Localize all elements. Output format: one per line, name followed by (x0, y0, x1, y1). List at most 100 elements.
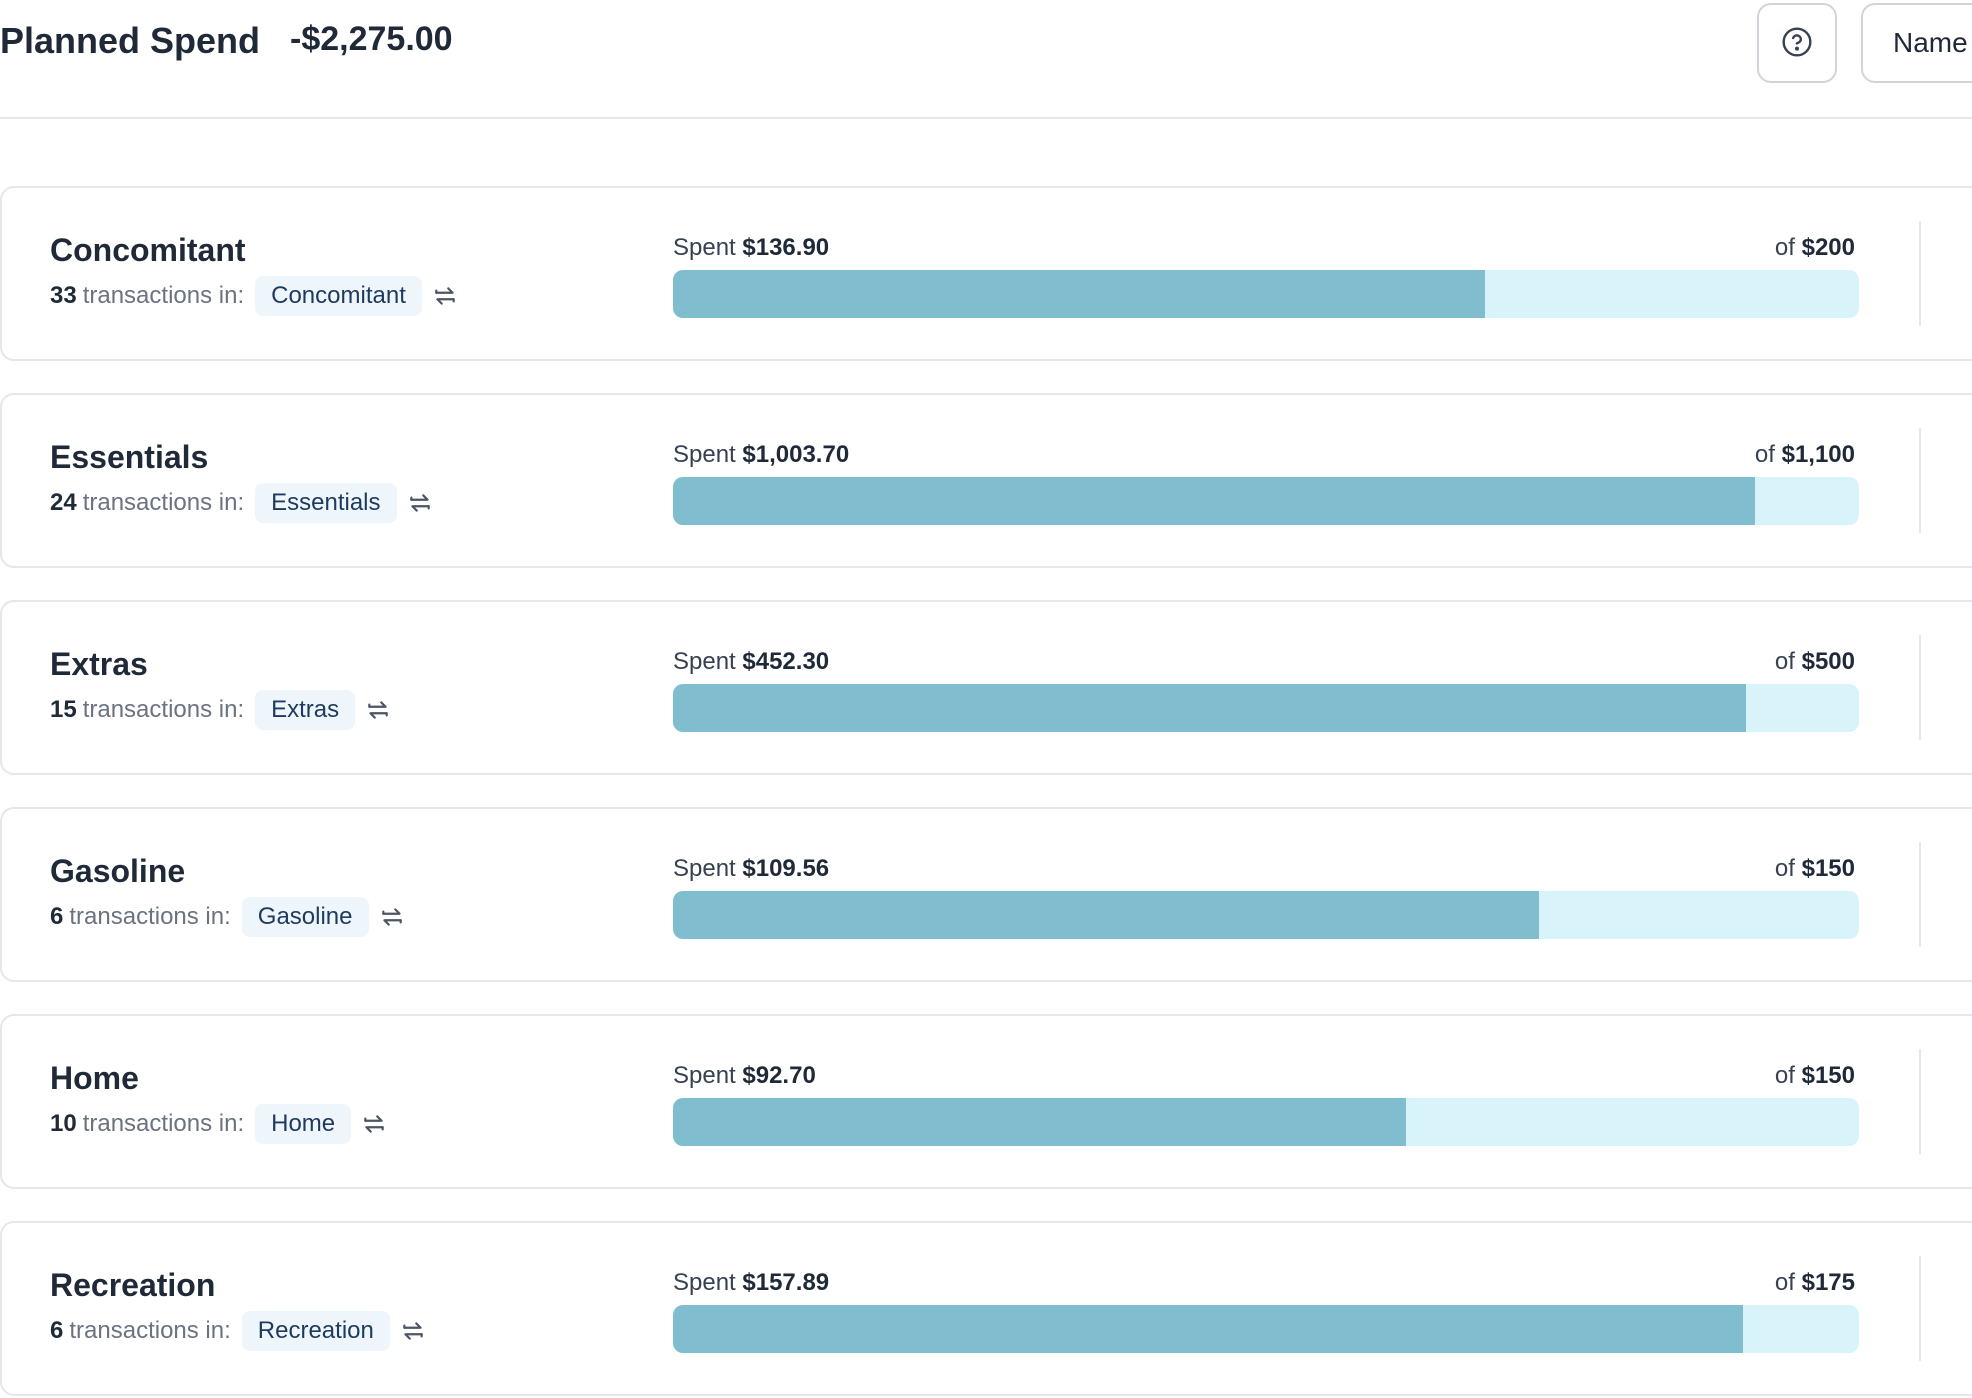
swap-icon[interactable] (407, 490, 433, 516)
card-divider (1919, 221, 1921, 326)
page-title: Planned Spend (0, 20, 261, 61)
transactions-label: transactions in: (82, 489, 245, 516)
spent-label: Spent $136.90 (673, 234, 829, 262)
category-transactions: 24 transactions in: Essentials (50, 483, 433, 523)
budget-prefix: of (1774, 234, 1795, 261)
card-divider (1919, 635, 1921, 740)
spent-value: $157.89 (742, 1269, 830, 1296)
spent-label: Spent $452.30 (673, 648, 829, 676)
spent-label: Spent $92.70 (673, 1062, 816, 1090)
category-card[interactable]: Extras 15 transactions in: Extras Spent … (0, 600, 1972, 775)
transaction-count: 6 (50, 903, 64, 930)
budget-prefix: of (1774, 1269, 1795, 1296)
progress-bar (673, 1305, 1859, 1353)
category-card[interactable]: Essentials 24 transactions in: Essential… (0, 393, 1972, 568)
card-divider (1919, 1256, 1921, 1361)
budget-label: of $150 (1775, 1062, 1855, 1090)
category-chip[interactable]: Essentials (255, 483, 397, 523)
spent-value: $136.90 (742, 234, 830, 261)
progress-bar-fill (673, 1305, 1743, 1353)
category-transactions: 10 transactions in: Home (50, 1104, 387, 1144)
progress-bar-fill (673, 891, 1540, 939)
category-chip[interactable]: Recreation (241, 1311, 390, 1351)
page-header: Planned Spend -$2,275.00 Name (0, 0, 1972, 119)
progress-bar (673, 684, 1859, 732)
spent-value: $452.30 (742, 648, 830, 675)
spent-prefix: Spent (673, 441, 736, 468)
help-button[interactable] (1757, 3, 1837, 83)
spent-prefix: Spent (673, 1062, 736, 1089)
budget-prefix: of (1774, 855, 1795, 882)
spent-prefix: Spent (673, 234, 736, 261)
spent-value: $92.70 (742, 1062, 816, 1089)
swap-icon[interactable] (365, 697, 391, 723)
budget-value: $150 (1801, 1062, 1855, 1089)
spent-prefix: Spent (673, 1269, 736, 1296)
spent-value: $1,003.70 (742, 441, 850, 468)
card-divider (1919, 428, 1921, 533)
category-card[interactable]: Recreation 6 transactions in: Recreation… (0, 1221, 1972, 1396)
card-divider (1919, 842, 1921, 947)
spent-prefix: Spent (673, 648, 736, 675)
budget-value: $1,100 (1781, 441, 1855, 468)
progress-bar (673, 1098, 1859, 1146)
question-circle-icon (1781, 26, 1813, 61)
swap-icon[interactable] (361, 1111, 387, 1137)
transaction-count: 15 (50, 696, 77, 723)
budget-prefix: of (1774, 1062, 1795, 1089)
swap-icon[interactable] (379, 904, 405, 930)
category-chip[interactable]: Home (255, 1104, 352, 1144)
transaction-count: 6 (50, 1317, 64, 1344)
card-divider (1919, 1049, 1921, 1154)
budget-label: of $175 (1775, 1269, 1855, 1297)
swap-icon[interactable] (400, 1318, 426, 1344)
transactions-label: transactions in: (82, 1110, 245, 1137)
category-name: Concomitant (50, 232, 246, 268)
category-transactions: 6 transactions in: Gasoline (50, 897, 405, 937)
planned-spend-total: -$2,275.00 (290, 20, 453, 58)
progress-bar-fill (673, 270, 1485, 318)
category-transactions: 33 transactions in: Concomitant (50, 276, 458, 316)
budget-label: of $500 (1775, 648, 1855, 676)
transaction-count: 33 (50, 282, 77, 309)
progress-bar (673, 477, 1859, 525)
category-name: Extras (50, 646, 148, 682)
category-card[interactable]: Gasoline 6 transactions in: Gasoline Spe… (0, 807, 1972, 982)
budget-value: $200 (1801, 234, 1855, 261)
category-name: Home (50, 1060, 139, 1096)
budget-value: $175 (1801, 1269, 1855, 1296)
spent-label: Spent $157.89 (673, 1269, 829, 1297)
budget-value: $500 (1801, 648, 1855, 675)
category-card[interactable]: Concomitant 33 transactions in: Concomit… (0, 186, 1972, 361)
transaction-count: 10 (50, 1110, 77, 1137)
budget-prefix: of (1774, 648, 1795, 675)
category-name: Essentials (50, 439, 209, 475)
spent-prefix: Spent (673, 855, 736, 882)
category-chip[interactable]: Gasoline (241, 897, 369, 937)
budget-label: of $1,100 (1755, 441, 1855, 469)
swap-icon[interactable] (432, 283, 458, 309)
sort-name-button[interactable]: Name (1861, 3, 1972, 83)
progress-bar (673, 891, 1859, 939)
progress-bar-fill (673, 684, 1746, 732)
category-card[interactable]: Home 10 transactions in: Home Spent $92.… (0, 1014, 1972, 1189)
transactions-label: transactions in: (69, 1317, 231, 1344)
transactions-label: transactions in: (82, 696, 245, 723)
spent-label: Spent $109.56 (673, 855, 829, 883)
category-chip[interactable]: Extras (255, 690, 356, 730)
spent-label: Spent $1,003.70 (673, 441, 849, 469)
transaction-count: 24 (50, 489, 77, 516)
category-chip[interactable]: Concomitant (255, 276, 422, 316)
category-name: Recreation (50, 1267, 216, 1303)
transactions-label: transactions in: (82, 282, 245, 309)
progress-bar-fill (673, 477, 1756, 525)
budget-label: of $150 (1775, 855, 1855, 883)
progress-bar-fill (673, 1098, 1406, 1146)
category-transactions: 6 transactions in: Recreation (50, 1311, 426, 1351)
category-transactions: 15 transactions in: Extras (50, 690, 391, 730)
budget-prefix: of (1754, 441, 1775, 468)
progress-bar (673, 270, 1859, 318)
budget-label: of $200 (1775, 234, 1855, 262)
category-name: Gasoline (50, 853, 186, 889)
spent-value: $109.56 (742, 855, 830, 882)
